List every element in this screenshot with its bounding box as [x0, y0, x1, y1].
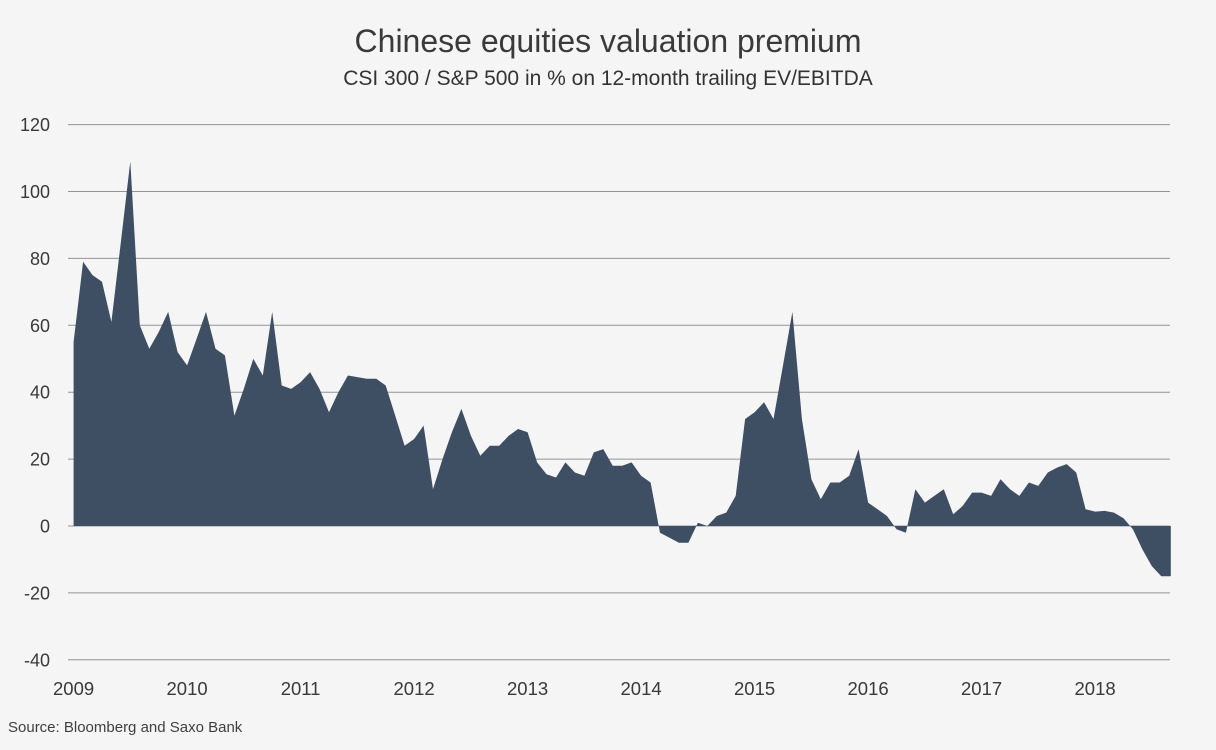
x-axis-tick-label: 2010 [167, 678, 208, 699]
y-axis-tick-label: 20 [30, 450, 50, 470]
x-axis-tick-label: 2016 [848, 678, 889, 699]
x-axis-tick-label: 2009 [53, 678, 94, 699]
y-axis-tick-label: -20 [24, 583, 50, 603]
x-axis-tick-label: 2015 [734, 678, 775, 699]
x-axis-tick-label: 2018 [1075, 678, 1116, 699]
area-series [73, 161, 1171, 577]
y-axis-tick-label: 80 [30, 249, 50, 269]
y-axis-tick-label: 60 [30, 316, 50, 336]
y-axis-tick-label: 40 [30, 383, 50, 403]
x-axis-tick-label: 2017 [961, 678, 1002, 699]
chart-subtitle: CSI 300 / S&P 500 in % on 12-month trail… [343, 67, 873, 90]
x-axis-tick-label: 2014 [621, 678, 662, 699]
y-axis-tick-label: -40 [24, 650, 50, 670]
chart-title: Chinese equities valuation premium [354, 23, 862, 59]
x-axis-tick-label: 2011 [281, 678, 321, 699]
y-axis-tick-label: 0 [40, 517, 50, 537]
y-axis-tick-label: 100 [20, 182, 50, 202]
x-axis-tick-label: 2013 [507, 678, 548, 699]
y-axis-tick-label: 120 [20, 115, 50, 135]
source-note: Source: Bloomberg and Saxo Bank [8, 719, 243, 736]
x-axis-tick-label: 2012 [394, 678, 435, 699]
